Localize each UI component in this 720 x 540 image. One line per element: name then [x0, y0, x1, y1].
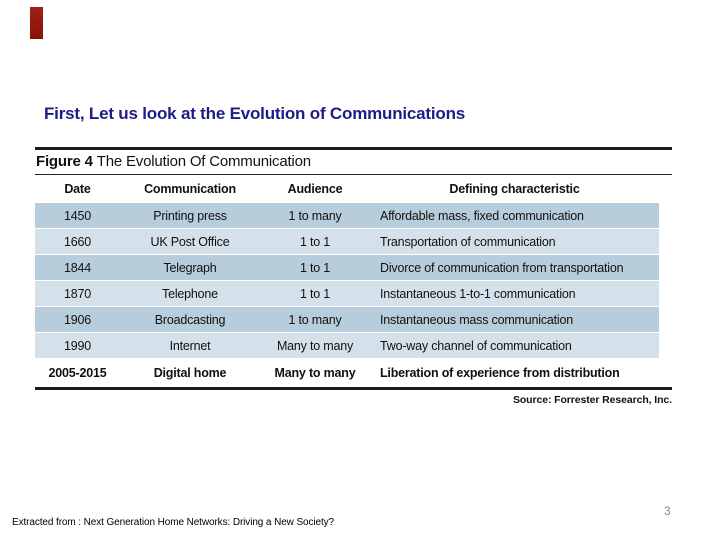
cell-audience: 1 to many [288, 312, 342, 327]
cell-date: 1450 [63, 208, 91, 223]
cell-audience: Many to many [276, 338, 354, 353]
figure-caption-rule [35, 173, 672, 175]
table-row: 1870 Telephone 1 to 1 Instantaneous 1-to… [35, 281, 659, 307]
table-row: 1660 UK Post Office 1 to 1 Transportatio… [35, 229, 659, 255]
cell-communication: Internet [169, 338, 211, 353]
cell-date: 1660 [63, 234, 91, 249]
cell-audience: 1 to many [288, 208, 342, 223]
cell-date: 2005-2015 [48, 365, 107, 380]
cell-characteristic: Instantaneous 1-to-1 communication [380, 286, 576, 301]
cell-audience: Many to many [274, 365, 356, 380]
figure-title-text: The Evolution Of Communication [96, 152, 311, 170]
cell-characteristic: Transportation of communication [380, 234, 556, 249]
cell-communication: Broadcasting [154, 312, 226, 327]
table-row: 1990 Internet Many to many Two-way chann… [35, 333, 659, 359]
table-row: 2005-2015 Digital home Many to many Libe… [35, 359, 659, 386]
table-row: 1450 Printing press 1 to many Affordable… [35, 203, 659, 229]
page-number: 3 [664, 504, 671, 518]
figure-label: Figure 4 [36, 152, 93, 170]
table-row: 1906 Broadcasting 1 to many Instantaneou… [35, 307, 659, 333]
source-credit: Source: Forrester Research, Inc. [512, 393, 672, 406]
cell-communication: UK Post Office [150, 234, 230, 249]
cell-communication: Telegraph [163, 260, 217, 275]
cell-characteristic: Two-way channel of communication [380, 338, 572, 353]
column-header-characteristic: Defining characteristic [449, 182, 580, 196]
cell-communication: Telephone [162, 286, 218, 301]
column-header-audience: Audience [287, 182, 343, 196]
table-header-row: Date Communication Audience Defining cha… [35, 175, 659, 203]
figure-table: Figure 4 The Evolution Of Communication D… [35, 147, 672, 406]
cell-audience: 1 to 1 [299, 286, 331, 301]
cell-characteristic: Affordable mass, fixed communication [380, 208, 584, 223]
cell-communication: Digital home [153, 365, 227, 380]
cell-audience: 1 to 1 [299, 260, 331, 275]
cell-audience: 1 to 1 [299, 234, 331, 249]
cell-date: 1990 [63, 338, 91, 353]
column-header-communication: Communication [144, 182, 236, 196]
cell-characteristic: Instantaneous mass communication [380, 312, 574, 327]
slide-accent-bar [30, 7, 43, 39]
slide-title: First, Let us look at the Evolution of C… [44, 104, 466, 123]
cell-characteristic: Liberation of experience from distributi… [380, 365, 620, 380]
figure-top-rule [35, 147, 672, 150]
cell-characteristic: Divorce of communication from transporta… [380, 260, 624, 275]
footer-citation: Extracted from : Next Generation Home Ne… [12, 517, 335, 528]
cell-date: 1870 [63, 286, 91, 301]
cell-date: 1906 [63, 312, 91, 327]
table-row: 1844 Telegraph 1 to 1 Divorce of communi… [35, 255, 659, 281]
figure-caption: Figure 4 The Evolution Of Communication [35, 150, 672, 174]
column-header-date: Date [64, 182, 91, 196]
figure-bottom-rule [35, 387, 672, 390]
cell-date: 1844 [63, 260, 91, 275]
cell-communication: Printing press [153, 208, 227, 223]
evolution-table: Date Communication Audience Defining cha… [35, 175, 659, 386]
